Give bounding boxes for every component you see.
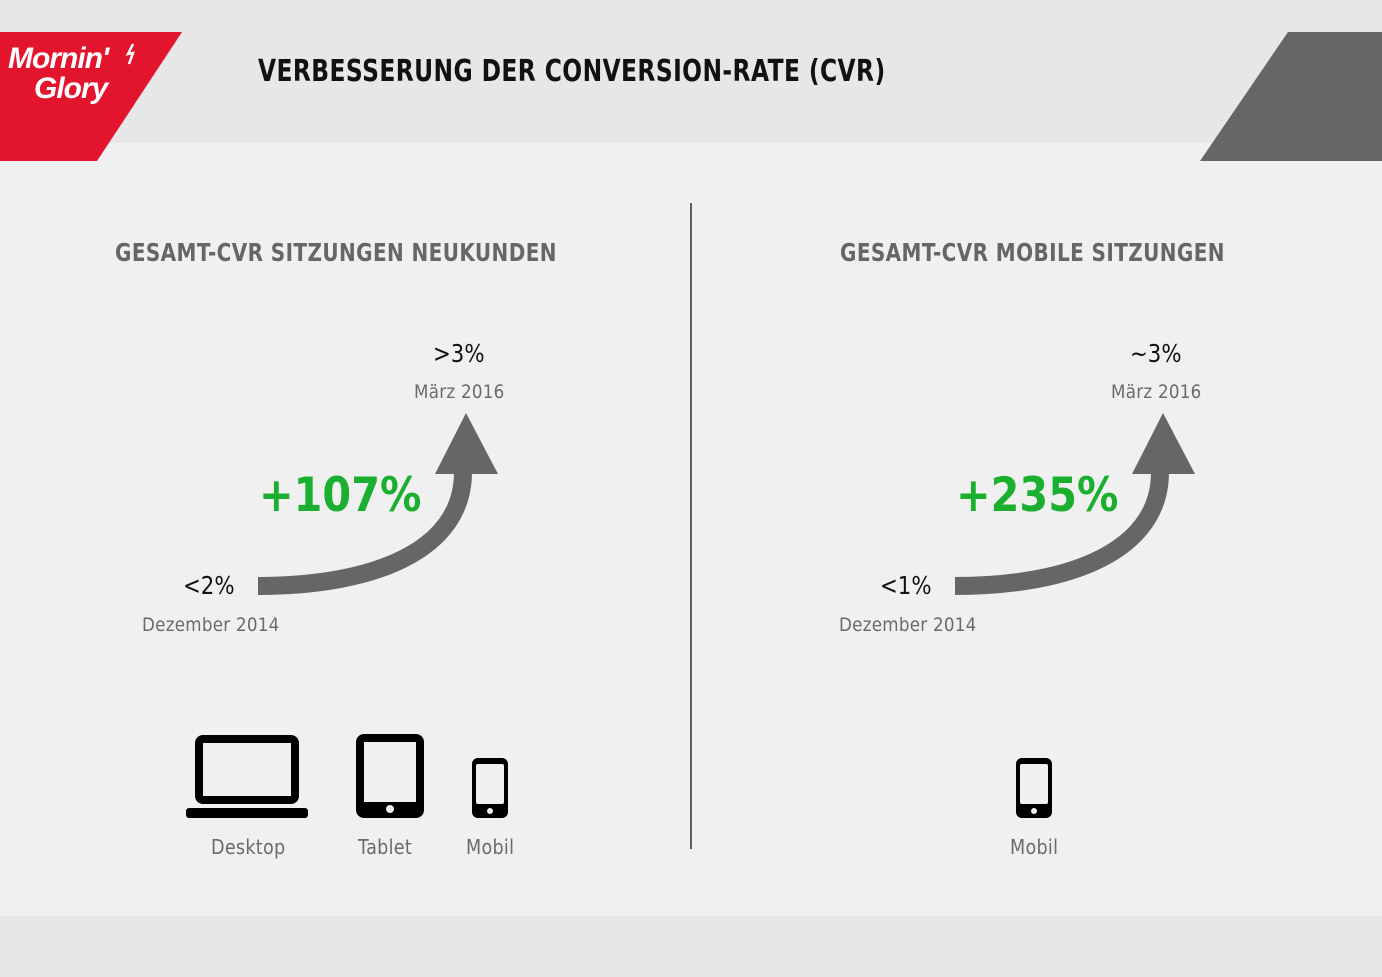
tablet-icon — [356, 734, 424, 818]
end-value: >3% — [433, 339, 485, 368]
start-date: Dezember 2014 — [839, 614, 977, 636]
logo-line2: Glory — [34, 72, 108, 105]
brand-logo: Mornin' Glory — [8, 42, 109, 105]
start-value: <1% — [880, 571, 932, 600]
smartphone-icon — [1016, 758, 1052, 818]
smartphone-icon — [472, 758, 508, 818]
end-value: ~3% — [1130, 339, 1182, 368]
growth-arrow-icon — [257, 413, 498, 595]
corner-decoration — [1200, 32, 1382, 161]
logo-line1: Mornin' — [8, 42, 109, 75]
device-label: Mobil — [466, 835, 515, 859]
start-date: Dezember 2014 — [142, 614, 280, 636]
change-percentage: +107% — [259, 468, 422, 523]
device-label: Tablet — [358, 835, 413, 859]
device-label: Mobil — [1010, 835, 1059, 859]
change-percentage: +235% — [956, 468, 1119, 523]
page-title: VERBESSERUNG DER CONVERSION-RATE (CVR) — [258, 54, 886, 89]
section-title: GESAMT-CVR MOBILE SITZUNGEN — [840, 238, 1225, 267]
end-date: März 2016 — [414, 381, 505, 403]
section-divider — [690, 203, 692, 849]
logo-background — [0, 32, 182, 161]
start-value: <2% — [183, 571, 235, 600]
header-band — [0, 0, 1382, 143]
growth-arrow-icon — [954, 413, 1195, 595]
section-title: GESAMT-CVR SITZUNGEN NEUKUNDEN — [115, 238, 557, 267]
device-label: Desktop — [211, 835, 286, 859]
laptop-icon — [186, 735, 308, 818]
end-date: März 2016 — [1111, 381, 1202, 403]
